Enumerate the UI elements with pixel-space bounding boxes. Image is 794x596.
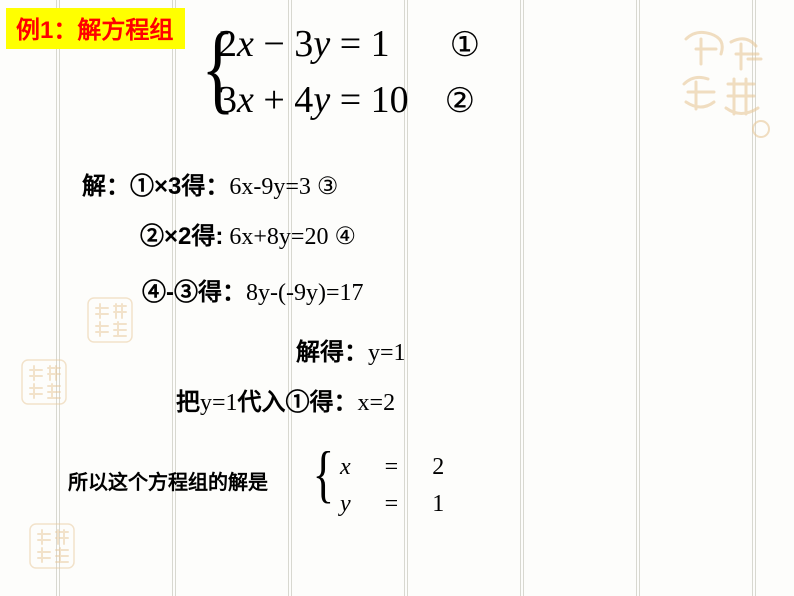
example-title: 例1：解方程组	[6, 8, 185, 49]
solution-step-2: ②×2得: 6x+8y=20 ④	[140, 216, 356, 251]
solution-step-3: ④-③得：8y-(-9y)=17	[142, 272, 364, 307]
solution-conclusion-label: 所以这个方程组的解是	[68, 466, 268, 495]
solution-x: x=2	[332, 450, 460, 485]
equation-system: { 2x − 3y = 1① 3x + 4y = 10②	[218, 22, 480, 122]
equation-1: 2x − 3y = 1①	[218, 22, 480, 66]
system-brace: {	[201, 18, 235, 118]
eq-label-1: ①	[450, 27, 480, 64]
solution-system: { x=2 y=1	[330, 448, 462, 524]
solution-y: y=1	[332, 487, 460, 522]
solution-step-1: 解：①×3得：6x-9y=3 ③	[82, 166, 338, 201]
solution-step-4: 解得：y=1	[296, 332, 406, 367]
eq-label-2: ②	[445, 83, 475, 120]
solution-brace: {	[313, 442, 335, 506]
solution-step-5: 把y=1代入①得：x=2	[176, 382, 395, 417]
equation-2: 3x + 4y = 10②	[218, 78, 480, 122]
